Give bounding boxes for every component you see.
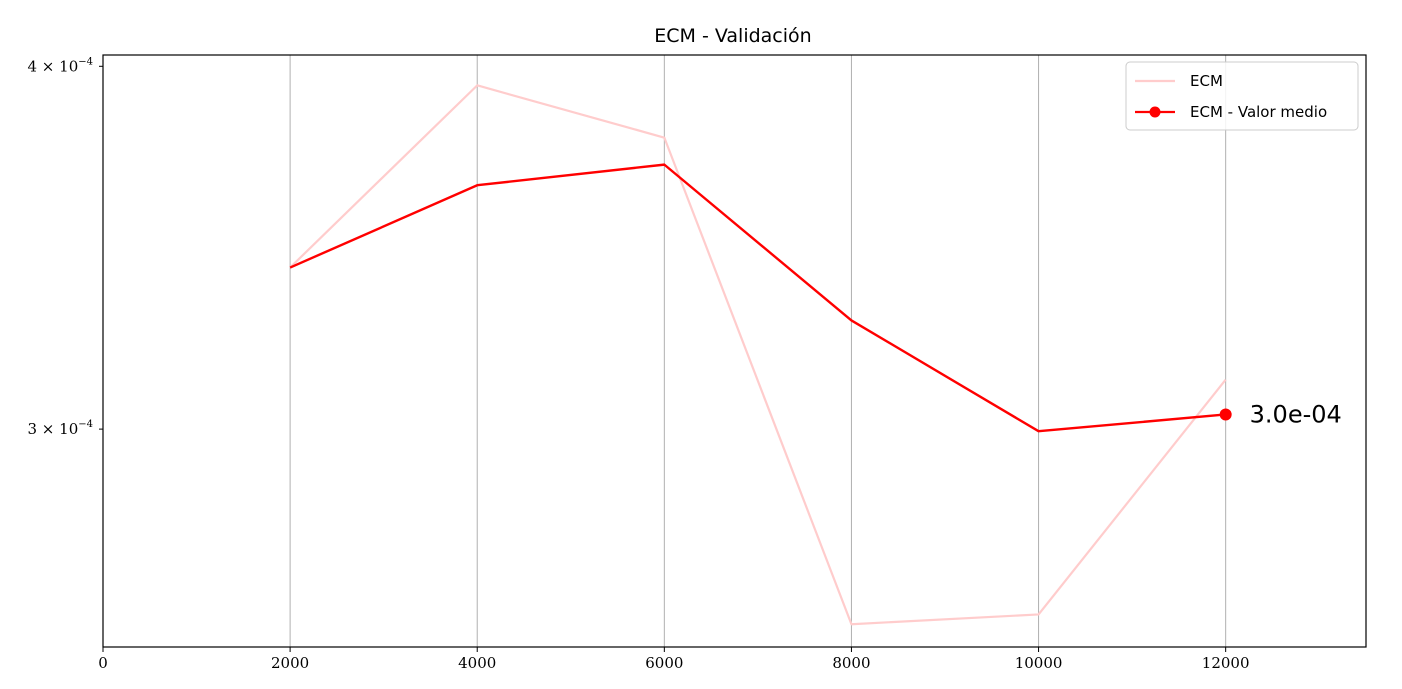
- last-point-marker: [1219, 408, 1232, 421]
- legend-marker: [1149, 106, 1161, 118]
- x-tick-label: 6000: [645, 654, 683, 672]
- last-value-label: 3.0e-04: [1250, 400, 1342, 428]
- grid-lines: [289, 55, 1227, 647]
- x-tick-label: 2000: [271, 654, 309, 672]
- y-tick-label: 3 × 10−4: [28, 419, 94, 438]
- annotations: 3.0e-04: [1250, 400, 1342, 428]
- y-tick-mantissa: 3 × 10: [28, 420, 79, 438]
- plot-frame: [102, 54, 1367, 648]
- x-tick-label: 4000: [458, 654, 496, 672]
- x-axis: 0 2000 4000 6000 8000 10000 12000: [98, 647, 1250, 672]
- chart-title: ECM - Validación: [654, 25, 811, 47]
- legend-label: ECM: [1190, 72, 1223, 90]
- series-line-ecm-valor-medio: [289, 163, 1226, 433]
- x-tick-label: 12000: [1202, 654, 1250, 672]
- x-tick-label: 10000: [1015, 654, 1063, 672]
- legend: ECM ECM - Valor medio: [1125, 61, 1359, 131]
- legend-label: ECM - Valor medio: [1190, 103, 1327, 121]
- series-layer: [289, 84, 1232, 626]
- y-tick-mantissa: 4 × 10: [28, 57, 79, 75]
- x-tick-label: 0: [98, 654, 108, 672]
- y-tick-exponent: −4: [78, 56, 93, 67]
- legend-box: [1125, 61, 1359, 131]
- series-line-ecm: [289, 84, 1227, 626]
- x-tick-label: 8000: [832, 654, 870, 672]
- y-tick-label: 4 × 10−4: [28, 56, 94, 75]
- y-tick-exponent: −4: [78, 419, 93, 430]
- y-axis: 3 × 10−44 × 10−4: [28, 56, 103, 438]
